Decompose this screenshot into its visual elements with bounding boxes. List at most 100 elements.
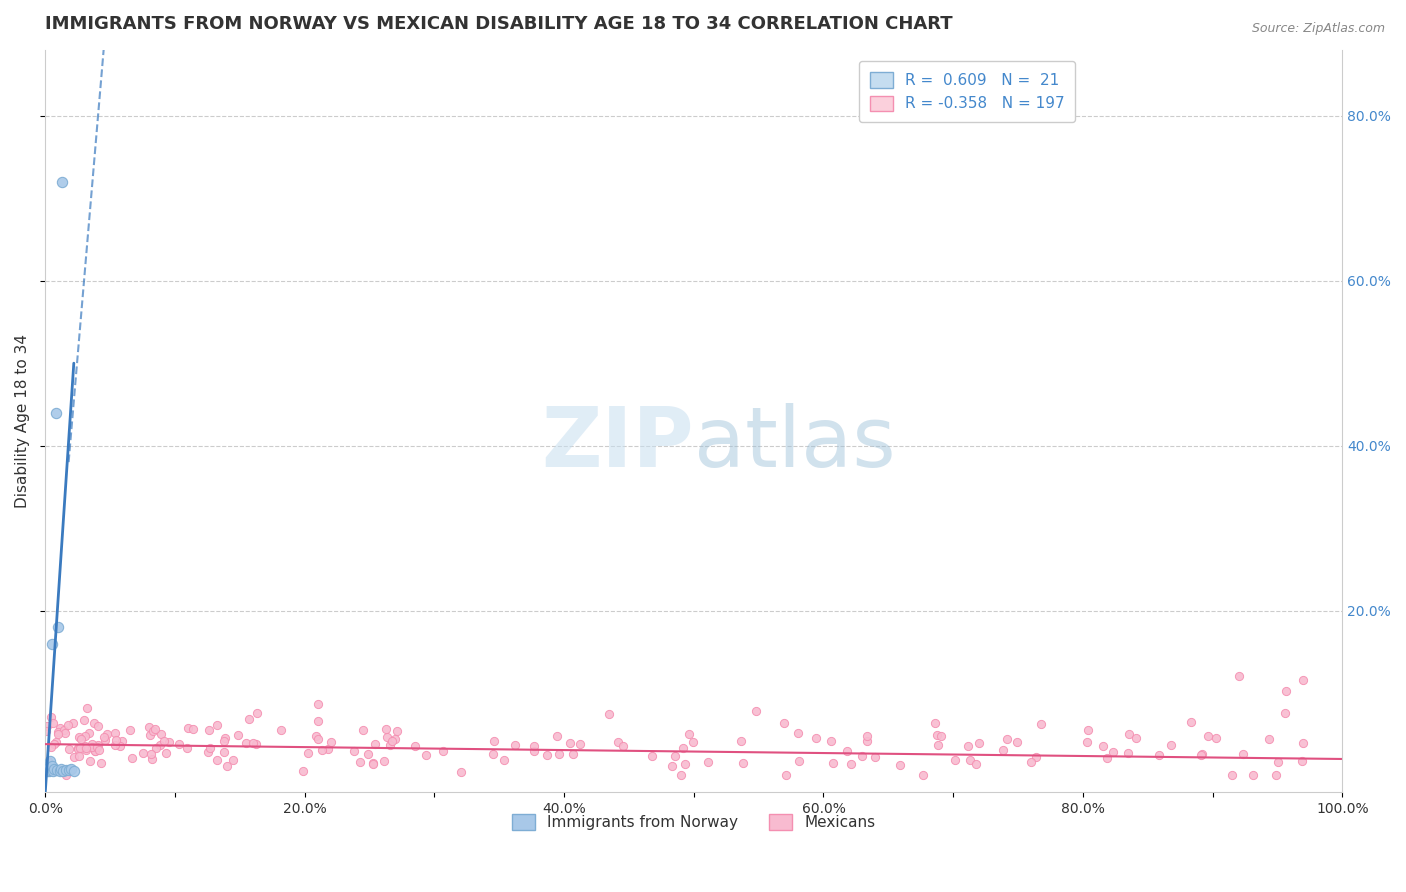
Point [995,732,1018,747]
Point [1160,739,1182,753]
Point [155,746,177,760]
Point [39,754,62,768]
Point [316,741,339,756]
Point [110,739,132,753]
Point [787,726,810,740]
Point [733,756,755,770]
Point [56,718,79,732]
Point [1091,739,1114,753]
Point [62,764,84,778]
Point [1205,731,1227,745]
Point [246,706,269,720]
Text: IMMIGRANTS FROM NORWAY VS MEXICAN DISABILITY AGE 18 TO 34 CORRELATION CHART: IMMIGRANTS FROM NORWAY VS MEXICAN DISABI… [45,15,953,33]
Point [1102,745,1125,759]
Point [66,740,89,755]
Point [238,712,260,726]
Point [671,768,693,782]
Point [34,723,56,738]
Y-axis label: Disability Age 18 to 34: Disability Age 18 to 34 [15,334,30,508]
Point [1241,768,1264,782]
Point [73,714,96,728]
Point [37,762,59,776]
Point [1191,747,1213,761]
Point [612,739,634,753]
Point [221,753,243,767]
Point [75,741,97,756]
Point [87,743,110,757]
Point [835,744,858,758]
Point [927,738,949,752]
Point [41,636,63,650]
Point [856,730,879,744]
Point [176,740,198,755]
Point [60,762,83,776]
Point [682,735,704,749]
Point [357,747,380,761]
Point [523,739,546,753]
Point [1147,747,1170,762]
Point [41,758,63,772]
Point [245,737,267,751]
Point [672,741,695,756]
Point [415,747,437,762]
Point [889,757,911,772]
Point [361,756,384,771]
Point [242,736,264,750]
Point [925,728,948,742]
Point [482,747,505,761]
Point [104,739,127,753]
Point [45,735,67,749]
Point [67,730,90,744]
Point [121,750,143,764]
Point [39,710,62,724]
Point [145,741,167,756]
Point [606,735,628,749]
Point [1292,736,1315,750]
Point [1097,750,1119,764]
Point [1275,684,1298,698]
Point [1125,731,1147,745]
Point [492,753,515,767]
Point [1232,747,1254,761]
Point [1029,717,1052,731]
Point [75,729,97,743]
Point [561,747,583,762]
Point [205,753,228,767]
Point [673,756,696,771]
Point [48,764,70,778]
Point [697,755,720,769]
Point [46,763,69,777]
Point [851,748,873,763]
Point [198,723,221,738]
Point [42,764,65,779]
Point [141,752,163,766]
Point [993,743,1015,757]
Point [38,764,60,778]
Point [374,722,396,736]
Point [235,736,257,750]
Point [41,716,63,731]
Point [375,730,398,744]
Point [118,723,141,738]
Point [143,722,166,736]
Point [176,721,198,735]
Point [924,715,946,730]
Point [775,768,797,782]
Point [49,762,72,776]
Point [90,756,112,770]
Point [503,739,526,753]
Point [1025,749,1047,764]
Point [53,723,76,737]
Point [111,734,134,748]
Point [1005,735,1028,749]
Point [139,728,162,742]
Point [87,718,110,732]
Point [49,721,72,735]
Point [1077,723,1099,737]
Point [384,731,406,746]
Point [956,739,979,754]
Point [39,740,62,755]
Point [63,749,86,764]
Point [46,725,69,739]
Point [75,743,97,757]
